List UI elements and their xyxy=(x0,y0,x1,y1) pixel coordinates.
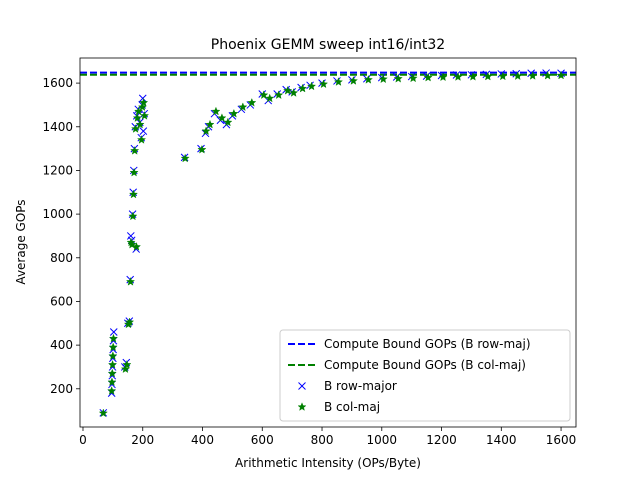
x-axis-label: Arithmetic Intensity (OPs/Byte) xyxy=(235,456,421,470)
data-point-col-major xyxy=(180,153,190,163)
data-point-col-major xyxy=(128,211,138,221)
y-tick-label: 1600 xyxy=(42,76,73,90)
data-point-col-major xyxy=(393,73,403,83)
data-point-col-major xyxy=(108,342,118,352)
data-point-col-major xyxy=(211,106,221,116)
data-point-col-major xyxy=(131,242,142,251)
data-point-col-major xyxy=(201,126,211,135)
legend: Compute Bound GOPs (B row-maj) Compute Bo… xyxy=(279,329,571,422)
chart-title: Phoenix GEMM sweep int16/int32 xyxy=(211,37,445,53)
legend-box xyxy=(279,329,571,422)
data-point-col-major xyxy=(98,408,108,418)
y-tick-label: 200 xyxy=(50,382,73,396)
data-point-row-major xyxy=(109,328,118,336)
data-point-col-major xyxy=(107,377,117,387)
y-tick-label: 800 xyxy=(50,251,73,265)
data-point-col-major xyxy=(223,117,233,127)
data-point-col-major xyxy=(378,74,388,84)
y-axis-label: Average GOPs xyxy=(14,199,28,284)
x-tick-label: 200 xyxy=(131,433,154,447)
data-point-col-major xyxy=(139,98,149,107)
data-point-col-major xyxy=(259,90,269,99)
data-point-col-major xyxy=(134,106,144,116)
data-point-col-major xyxy=(483,71,493,81)
data-point-col-major xyxy=(205,119,215,129)
x-tick-label: 400 xyxy=(191,433,214,447)
y-tick-label: 1400 xyxy=(42,120,73,134)
data-point-col-major xyxy=(130,146,140,155)
x-tick-label: 1600 xyxy=(546,433,577,447)
data-point-col-major xyxy=(283,85,293,95)
x-tick-label: 1400 xyxy=(486,433,517,447)
y-tick-label: 1200 xyxy=(42,163,73,177)
data-point-col-major xyxy=(298,83,308,93)
x-axis: 0 200 400 600 800 1000 1200 1400 1600 xyxy=(79,427,576,447)
legend-label: B row-major xyxy=(324,379,397,393)
data-point-col-major xyxy=(108,333,118,343)
data-point-col-major xyxy=(125,277,136,286)
data-point-col-major xyxy=(498,71,508,81)
x-tick-label: 800 xyxy=(311,433,334,447)
legend-label: Compute Bound GOPs (B col-maj) xyxy=(324,358,526,372)
data-point-col-major xyxy=(274,90,284,99)
data-point-col-major xyxy=(363,75,373,84)
x-tick-label: 0 xyxy=(79,433,87,447)
y-tick-label: 400 xyxy=(50,338,73,352)
data-point-col-major xyxy=(140,111,150,120)
data-point-col-major xyxy=(125,317,135,327)
y-tick-label: 600 xyxy=(50,294,73,308)
y-tick-label: 1000 xyxy=(42,207,73,221)
x-tick-label: 1000 xyxy=(367,433,398,447)
data-point-col-major xyxy=(131,124,141,133)
data-point-col-major xyxy=(348,76,358,85)
data-point-col-major xyxy=(333,77,343,86)
data-point-col-major xyxy=(217,113,227,122)
data-point-col-major xyxy=(289,88,299,97)
data-point-col-major xyxy=(513,71,523,80)
data-point-col-major xyxy=(197,144,207,154)
data-point-col-major xyxy=(107,386,117,395)
data-point-col-major xyxy=(108,351,118,360)
data-point-row-major xyxy=(138,94,147,103)
data-point-col-major xyxy=(107,368,117,378)
data-point-col-major xyxy=(556,70,566,80)
data-point-col-major xyxy=(108,360,118,369)
data-point-col-major xyxy=(135,119,145,129)
compute-bound-lines xyxy=(80,71,576,76)
data-point-col-major xyxy=(122,360,132,369)
data-point-col-major xyxy=(132,113,142,122)
x-tick-label: 1200 xyxy=(426,433,457,447)
data-point-row-major xyxy=(139,127,148,135)
data-point-col-major xyxy=(468,72,478,81)
data-point-col-major xyxy=(229,108,239,118)
legend-swatch xyxy=(297,402,307,411)
data-point-col-major xyxy=(318,79,329,89)
data-point-col-major xyxy=(247,98,257,107)
data-point-col-major xyxy=(128,189,139,199)
legend-swatch xyxy=(298,382,306,390)
data-point-col-major xyxy=(127,239,137,249)
data-point-col-major xyxy=(438,72,448,82)
y-axis: 200 400 600 800 1000 1200 1400 1600 xyxy=(42,76,80,396)
plot-area xyxy=(79,57,577,428)
data-point-col-major xyxy=(307,81,317,91)
data-point-col-major xyxy=(129,167,139,177)
data-point-col-major xyxy=(423,72,433,82)
data-point-col-major xyxy=(543,70,553,80)
data-point-col-major xyxy=(408,73,418,83)
data-point-col-major xyxy=(137,135,147,144)
scatter-points xyxy=(98,69,566,418)
data-point-col-major xyxy=(238,102,248,111)
data-point-col-major xyxy=(265,93,275,103)
legend-label: B col-maj xyxy=(324,400,380,414)
x-tick-label: 600 xyxy=(251,433,274,447)
data-point-col-major xyxy=(528,71,538,80)
legend-label: Compute Bound GOPs (B row-maj) xyxy=(324,337,531,351)
data-point-col-major xyxy=(453,72,463,81)
